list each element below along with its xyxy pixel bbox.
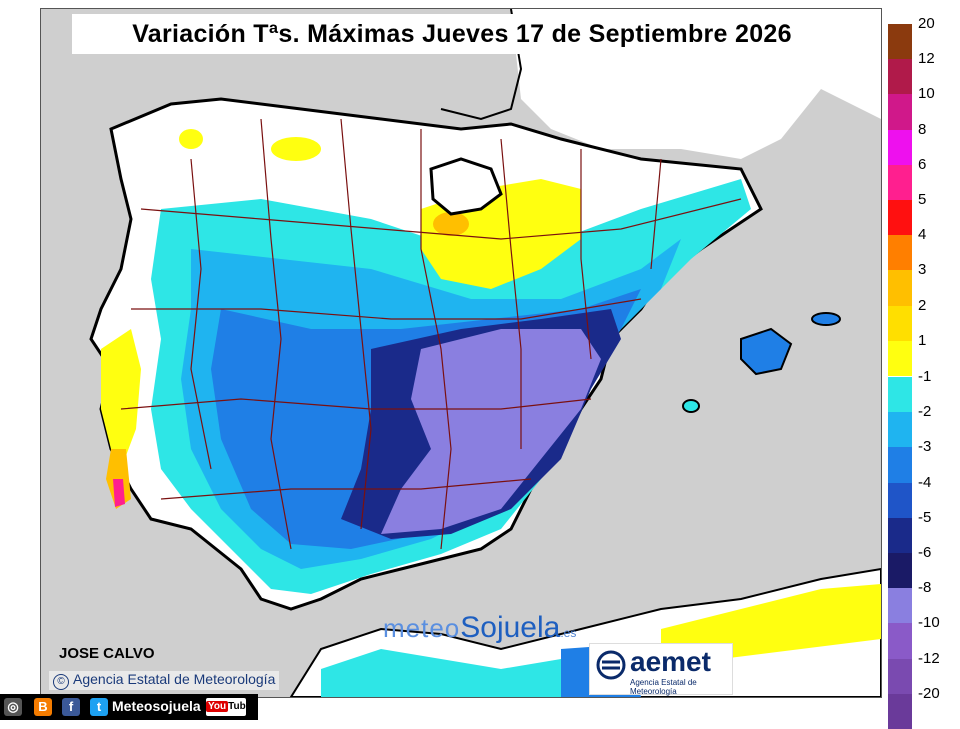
social-bar: ◎ B f t Meteosojuela You Tube [0,694,258,720]
social-name[interactable]: Meteosojuela [112,698,201,714]
twitter-icon[interactable]: t [90,698,108,716]
author-label: JOSE CALVO [59,645,155,662]
aemet-brand: aemet [630,646,711,677]
aemet-mark-icon [596,650,626,680]
legend-label: 2 [918,296,927,314]
watermark: meteoSojuela.es [383,611,577,644]
legend-swatch-warm [888,235,912,271]
legend-swatch-warm [888,270,912,306]
legend-swatch-cold [888,588,912,624]
copyright-icon: © [53,674,69,690]
aemet-subtitle: Agencia Estatal de Meteorología [630,678,697,696]
map-frame: meteoSojuela.es JOSE CALVO © Agencia Esta… [40,8,882,698]
la-rioja-outline [429,157,503,216]
legend-swatch-cold [888,553,912,589]
legend-swatch-warm [888,164,912,200]
zone-plus3 [433,212,469,236]
legend-swatch-cold [888,447,912,483]
legend-label: -8 [918,579,932,597]
zone-plus6-portugal [113,479,125,507]
africa-zone-plus1 [661,584,881,659]
temperature-map [41,9,881,697]
zone-plus1-n2 [179,129,203,149]
legend-label: 3 [918,261,927,279]
legend-label: 1 [918,331,927,349]
aemet-logo: aemet Agencia Estatal de Meteorología [589,643,733,696]
zone-minus8 [381,329,601,534]
legend-label: -10 [918,614,940,632]
legend-swatch-cold [888,517,912,553]
legend-swatch-warm [888,59,912,95]
legend-label: 8 [918,120,927,138]
youtube-icon[interactable]: You Tube [206,698,251,716]
legend-label: 12 [918,50,935,68]
legend-swatch-warm [888,24,912,60]
legend-label: -1 [918,368,932,385]
legend-label: -12 [918,649,940,667]
legend-swatch-cold [888,693,912,729]
color-legend: 20 12 10 8 6 5 4 3 2 1 -1 -2 -3 -4 -5 -6 -8 -10 -12 -20 [888,15,958,729]
menorca [811,312,841,326]
legend-label: -2 [918,403,932,421]
legend-label: -6 [918,544,932,561]
legend-label: 5 [918,191,927,208]
legend-label: -5 [918,508,932,526]
legend-label: -20 [918,684,940,702]
legend-swatch-cold [888,412,912,448]
agency-credit: © Agencia Estatal de Meteorología [49,671,280,690]
legend-swatch-cold [888,482,912,518]
blogger-icon[interactable]: B [34,698,52,716]
facebook-icon[interactable]: f [62,698,80,716]
legend-label: 4 [918,226,927,244]
legend-label: -4 [918,473,932,491]
legend-swatch-cold [888,623,912,659]
zone-plus1-portugal [101,329,141,469]
legend-swatch-warm [888,94,912,130]
legend-label: -3 [918,438,932,456]
legend-label: 20 [918,15,935,32]
legend-label: 10 [918,85,935,103]
map-title: Variación Tªs. Máximas Jueves 17 de Sept… [72,14,852,54]
ibiza [682,399,700,413]
legend-swatch-warm [888,305,912,341]
legend-swatch-cold [888,658,912,694]
legend-swatch-warm [888,200,912,236]
legend-swatch-warm [888,340,912,376]
legend-swatch-warm [888,129,912,165]
africa-zone-minus1 [321,649,601,697]
mallorca [740,327,793,376]
legend-label: 6 [918,155,927,173]
legend-swatch-cold [888,377,912,413]
instagram-icon[interactable]: ◎ [4,698,22,716]
zone-plus1-n1 [271,137,321,161]
